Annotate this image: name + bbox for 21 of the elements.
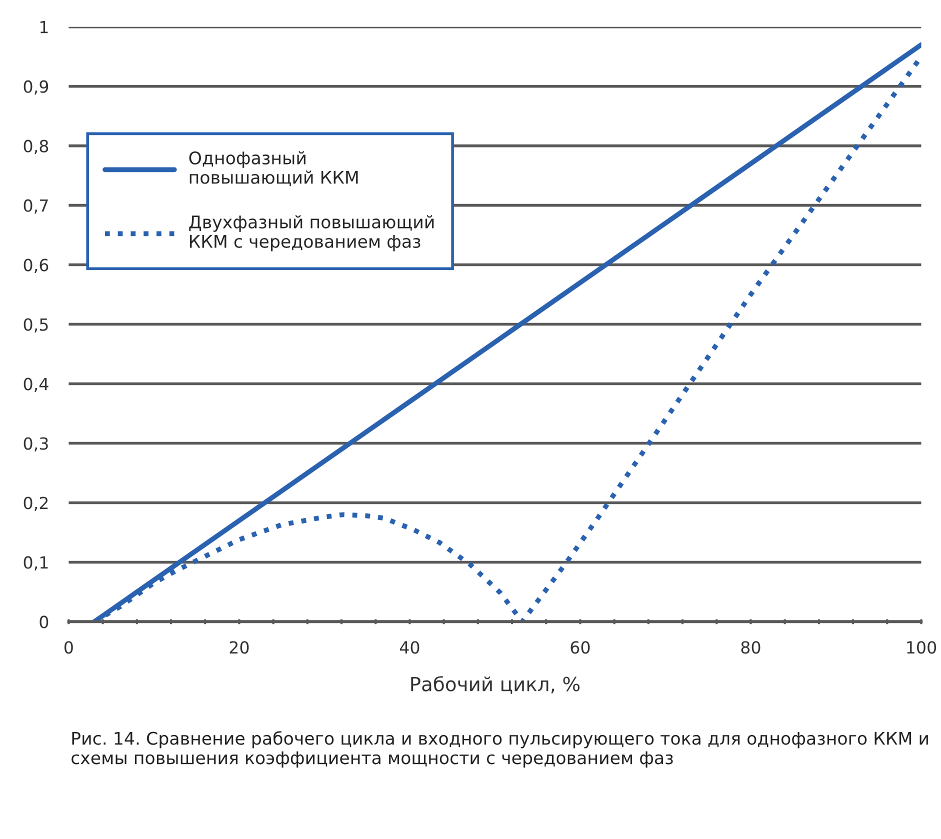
y-tick-label: 0: [40, 616, 48, 628]
y-tick-label: 0,7: [24, 199, 48, 214]
text: Рис. 14. Сравнение рабочего цикла и входного пульсирующего тока для однофазного ККМ и схемы повышения коэффициента мощности с чередованием фаз: [72, 731, 928, 768]
y-tick-label: 0,9: [24, 80, 48, 95]
y-tick-label: 0,3: [24, 437, 48, 452]
y-tick-label: 0,4: [24, 378, 48, 392]
legend-label: Однофазный повышающий ККМ: [189, 151, 358, 186]
y-tick-label: 0,5: [24, 318, 48, 333]
x-tick-label: 60: [570, 641, 590, 654]
y-tick-label: 0,2: [24, 496, 48, 511]
y-tick-label: 1: [40, 21, 48, 34]
y-tick-label: 0,8: [24, 140, 48, 154]
x-tick-label: 100: [907, 641, 936, 654]
y-tick-label: 0,6: [24, 258, 48, 274]
x-tick-label: 40: [400, 641, 420, 654]
x-tick-label: 0: [64, 641, 73, 654]
x-axis-title: Рабочий цикл, %: [411, 676, 580, 694]
x-tick-label: 80: [741, 641, 760, 654]
y-tick-label: 0,1: [24, 556, 48, 570]
legend-label: Двухфазный повышающий ККМ с чередованием фаз: [189, 215, 434, 252]
x-tick-label: 20: [230, 641, 249, 654]
